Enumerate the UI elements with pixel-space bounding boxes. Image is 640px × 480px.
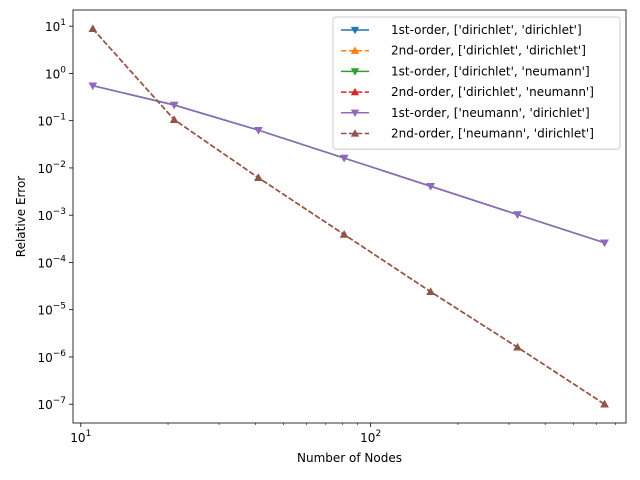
y-tick-label: 10−3 (37, 207, 66, 223)
legend-entry: 1st-order, ['dirichlet', 'neumann'] (341, 64, 590, 78)
y-tick-label: 10−4 (37, 254, 66, 270)
legend-label: 2nd-order, ['dirichlet', 'neumann'] (391, 85, 594, 99)
y-tick-label: 10−7 (37, 396, 66, 412)
legend-label: 2nd-order, ['dirichlet', 'dirichlet'] (391, 44, 586, 58)
series-point (88, 82, 97, 90)
series-6 (88, 24, 609, 408)
y-tick-label: 10−5 (37, 302, 66, 318)
series-point (426, 287, 435, 295)
y-tick-label: 10−6 (37, 349, 66, 365)
legend: 1st-order, ['dirichlet', 'dirichlet'] 2nd… (332, 16, 621, 150)
legend-entry: 2nd-order, ['neumann', 'dirichlet'] (341, 127, 594, 141)
series-point (339, 154, 349, 163)
series-point (339, 230, 349, 238)
legend-marker (350, 109, 360, 117)
series-point (513, 343, 522, 351)
y-tick-label: 10−1 (37, 113, 66, 129)
ticks-layer: 101 102 101 100 10−1 10−2 10−3 10−4 10−5 10−6 10−7 (37, 18, 616, 445)
x-axis-label: Number of Nodes (297, 451, 402, 465)
legend-marker (350, 87, 360, 96)
legend-entry: 1st-order, ['neumann', 'dirichlet'] (341, 106, 590, 120)
y-tick-label: 10−2 (37, 160, 66, 176)
series-point (169, 115, 179, 123)
series-5 (88, 82, 609, 248)
series-layer (88, 24, 609, 408)
legend-entry: 1st-order, ['dirichlet', 'dirichlet'] (341, 23, 582, 37)
x-tick-label: 101 (70, 429, 91, 445)
series-point (254, 173, 263, 181)
y-tick-label: 101 (45, 18, 66, 34)
series-point (88, 24, 97, 32)
legend-entry: 2nd-order, ['dirichlet', 'neumann'] (341, 85, 594, 99)
legend-frame (332, 16, 621, 150)
y-axis-label: Relative Error (14, 176, 28, 258)
series-point (254, 127, 263, 135)
legend-label: 1st-order, ['dirichlet', 'neumann'] (391, 64, 590, 78)
y-tick-label: 100 (45, 65, 66, 81)
legend-marker (350, 46, 360, 54)
legend-entry: 2nd-order, ['dirichlet', 'dirichlet'] (341, 44, 586, 58)
series-point (426, 183, 435, 191)
series-point (600, 399, 609, 408)
series-point (169, 101, 179, 110)
legend-label: 1st-order, ['dirichlet', 'dirichlet'] (391, 23, 582, 37)
plot-frame (72, 9, 627, 424)
legend-label: 1st-order, ['neumann', 'dirichlet'] (391, 106, 590, 120)
series-point (600, 239, 609, 248)
series-point (513, 211, 522, 219)
x-tick-label: 102 (360, 429, 381, 445)
legend-marker (350, 129, 360, 137)
legend-label: 2nd-order, ['neumann', 'dirichlet'] (391, 127, 594, 141)
legend-marker (350, 26, 360, 35)
legend-marker (350, 68, 360, 76)
